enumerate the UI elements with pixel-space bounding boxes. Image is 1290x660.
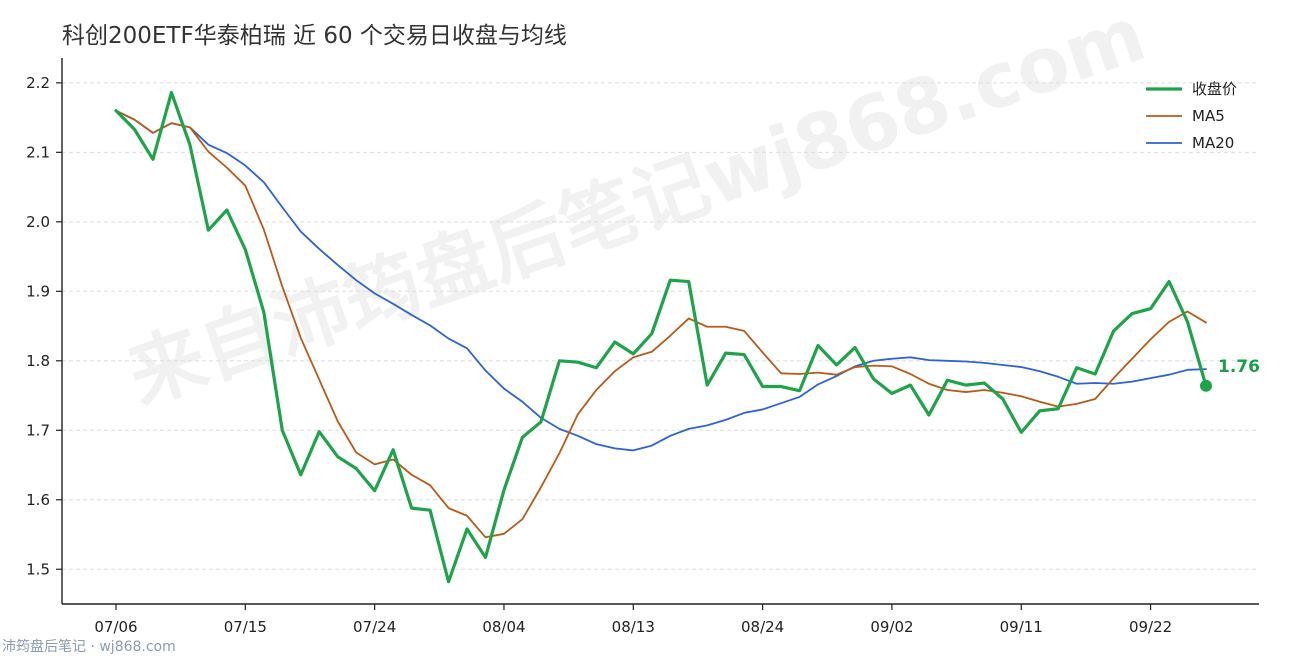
legend-label: 收盘价: [1192, 80, 1237, 98]
y-tick-label: 1.8: [26, 352, 50, 370]
grid-layer: [62, 82, 1259, 570]
y-tick-label: 2.2: [26, 74, 50, 92]
series-line-close: [114, 90, 1208, 584]
legend: 收盘价 MA5 MA20: [1146, 80, 1237, 152]
x-tick-label: 08/13: [612, 618, 655, 636]
axes-layer: 1.5 1.6 1.7 1.8 1.9 2.0 2.1 2.2 07/06 07/15 07/24 0…: [26, 58, 1259, 636]
x-tick-label: 07/15: [224, 618, 267, 636]
chart-title: 科创200ETF华泰柏瑞 近 60 个交易日收盘与均线: [62, 23, 567, 49]
x-tick-label: 08/04: [482, 618, 525, 636]
y-tick-label: 2.1: [26, 143, 50, 161]
y-tick-label: 1.9: [26, 282, 50, 300]
legend-label: MA5: [1192, 107, 1225, 125]
x-tick-label: 07/24: [353, 618, 396, 636]
watermark-layer: 来自沛筠盘后笔记wj868.com: [117, 0, 1156, 421]
x-tick-label: 08/24: [741, 618, 784, 636]
y-tick-label: 1.5: [26, 560, 50, 578]
series-line-ma5: [115, 109, 1207, 539]
x-tick-label: 09/11: [1000, 618, 1043, 636]
last-close-point: [1200, 379, 1212, 392]
series-layer: 1.76: [114, 90, 1260, 584]
series-line-ma20: [115, 109, 1207, 452]
legend-label: MA20: [1192, 134, 1234, 152]
x-tick-label: 07/06: [94, 618, 137, 636]
x-tick-label: 09/22: [1129, 618, 1172, 636]
watermark-text: 来自沛筠盘后笔记wj868.com: [117, 0, 1156, 421]
y-tick-label: 1.6: [26, 491, 50, 509]
y-tick-label: 2.0: [26, 213, 50, 231]
footer-brand: 沛筠盘后笔记 · wj868.com: [2, 639, 176, 655]
x-tick-label: 09/02: [870, 618, 913, 636]
last-close-label: 1.76: [1218, 357, 1260, 377]
y-tick-label: 1.7: [26, 421, 50, 439]
